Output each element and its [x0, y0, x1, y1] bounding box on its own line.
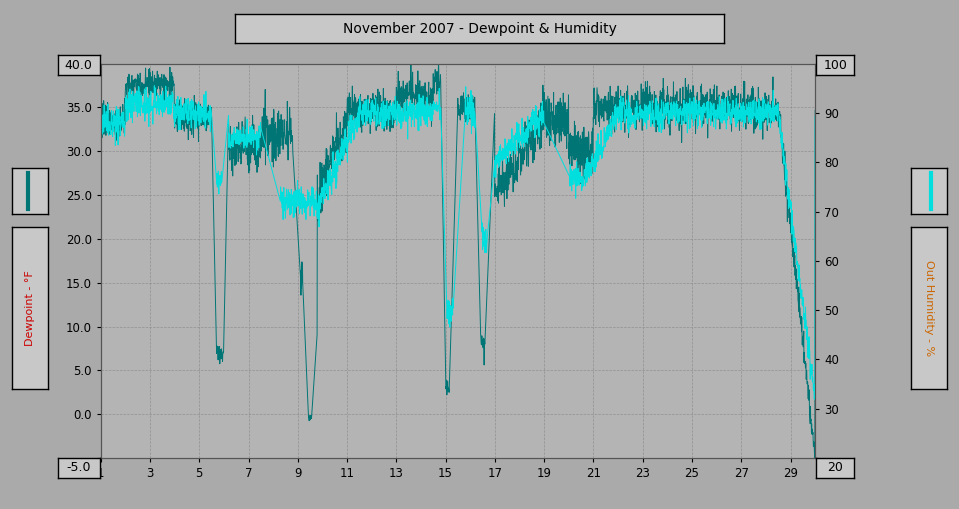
- Text: November 2007 - Dewpoint & Humidity: November 2007 - Dewpoint & Humidity: [342, 21, 617, 36]
- Text: 20: 20: [828, 461, 843, 474]
- Text: Dewpoint - °F: Dewpoint - °F: [25, 270, 35, 346]
- Text: 100: 100: [824, 59, 847, 72]
- Text: 40.0: 40.0: [64, 59, 93, 72]
- Text: Out Humidity - %: Out Humidity - %: [924, 260, 934, 356]
- Text: -5.0: -5.0: [66, 461, 91, 474]
